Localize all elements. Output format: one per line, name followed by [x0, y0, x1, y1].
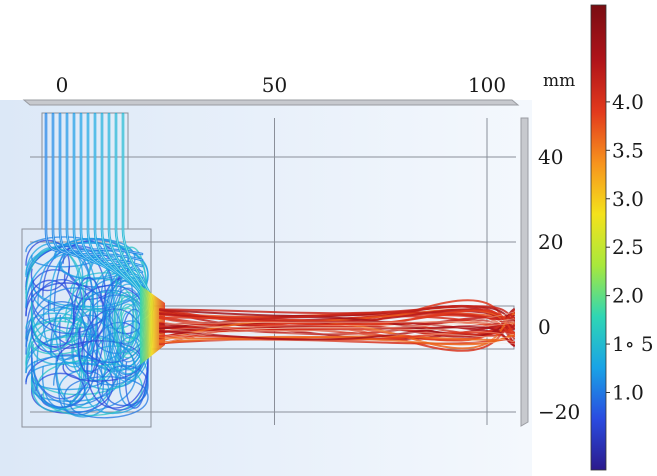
y-tick-label: −20: [538, 400, 580, 424]
units-label: mm: [543, 71, 575, 91]
x-tick-label: 100: [468, 73, 506, 97]
inlet-streamline-highlight: [80, 113, 143, 285]
outlet-streamline-highlight: [164, 329, 515, 339]
y-axis: 40 20 0 −20: [520, 117, 580, 427]
swirl-streamline: [25, 236, 104, 268]
swirl-streamline: [100, 365, 149, 407]
x-tick-label: 0: [56, 73, 69, 97]
colorbar-label: 2.0: [612, 284, 644, 308]
outlet-streamline-highlight: [164, 322, 515, 335]
swirl-streamline: [25, 246, 82, 341]
outlet-streamline-highlight: [164, 321, 515, 331]
swirl-streamline: [35, 372, 86, 409]
colorbar: 4.0 3.5 3.0 2.5 2.0 1∘ 5 1.0: [590, 4, 654, 471]
x-tick-labels: 0 50 100: [56, 73, 506, 97]
swirl-streamline: [25, 239, 71, 292]
inlet-streamline-highlight: [73, 113, 143, 279]
swirl-streamline: [25, 301, 98, 408]
vortex-ring: [118, 303, 138, 347]
swirl-streamline: [25, 287, 125, 406]
nozzle-streamlines: [140, 285, 165, 365]
outlet-streamline-highlight: [164, 338, 515, 344]
inlet-pipe-outline: [41, 112, 129, 230]
vortex-ring: [120, 307, 137, 343]
y-axis-bar: [520, 117, 529, 427]
colorbar-labels: 4.0 3.5 3.0 2.5 2.0 1∘ 5 1.0: [606, 90, 654, 405]
outlet-streamlines: [159, 299, 515, 352]
y-tick-label: 20: [538, 230, 563, 254]
nozzle-jet: [140, 285, 165, 365]
colorbar-gradient: [590, 4, 607, 471]
x-axis: 0 50 100 mm: [22, 71, 575, 106]
y-tick-labels: 40 20 0 −20: [538, 145, 580, 424]
x-tick-label: 50: [262, 73, 287, 97]
colorbar-label: 1∘ 5: [612, 332, 654, 356]
x-axis-bar: [22, 99, 520, 106]
outlet-streamline: [159, 325, 515, 347]
colorbar-label: 2.5: [612, 235, 644, 259]
swirl-streamline: [49, 304, 89, 402]
swirl-streamline: [52, 355, 105, 416]
swirl-streamline: [25, 247, 85, 350]
vortex-ring: [121, 311, 135, 339]
outlet-streamline: [159, 309, 515, 336]
colorbar-label: 1.0: [612, 381, 644, 405]
y-tick-label: 0: [538, 315, 551, 339]
colorbar-label: 4.0: [612, 90, 644, 114]
vortex-ring: [116, 299, 140, 351]
inlet-streamlines: [44, 112, 155, 322]
colorbar-label: 3.0: [612, 187, 644, 211]
colorbar-label: 3.5: [612, 138, 644, 162]
y-tick-label: 40: [538, 145, 563, 169]
